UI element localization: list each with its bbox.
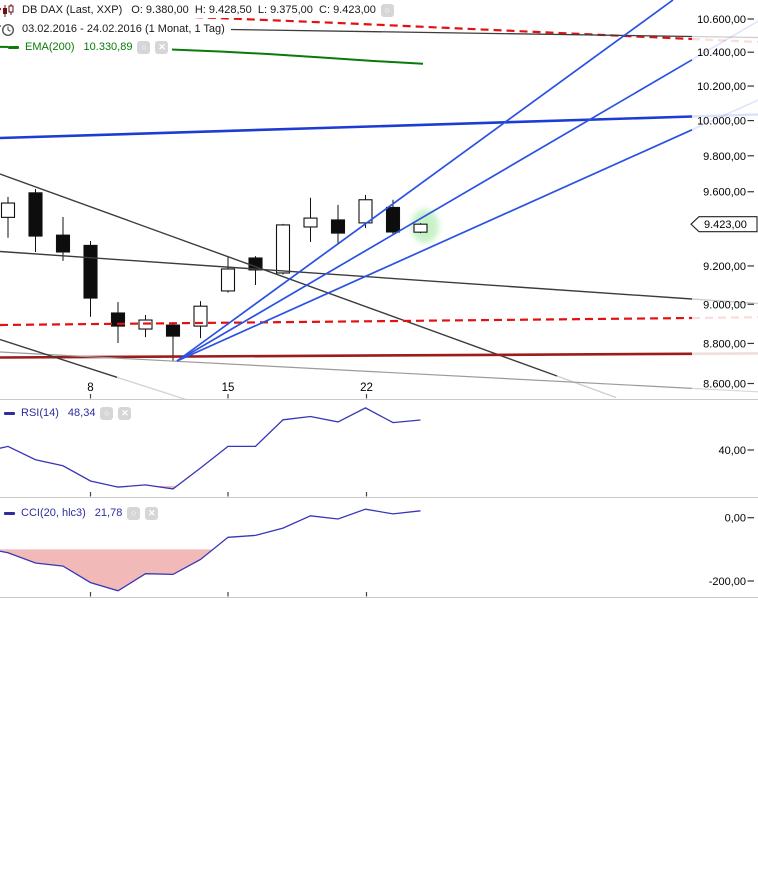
fan-ray-steep[interactable] bbox=[176, 0, 674, 362]
fan-ray-middle-ext bbox=[691, 20, 758, 61]
candle-11.02 bbox=[165, 322, 181, 361]
candle-05.02 bbox=[55, 216, 71, 261]
rsi-axis-label: 40,00 bbox=[718, 445, 746, 457]
instrument-name: DB DAX (Last, XXP) bbox=[22, 4, 123, 16]
last-price-tag: 9.423,00 bbox=[690, 216, 758, 233]
candle-19.02 bbox=[330, 204, 346, 245]
resistance-blue-horizontal-ext bbox=[691, 113, 758, 118]
support-maroon-horizontal[interactable] bbox=[0, 352, 693, 359]
ema-remove-icon[interactable]: ✕ bbox=[155, 41, 169, 54]
ema-settings-icon[interactable]: ○ bbox=[137, 41, 151, 54]
resistance-blue-horizontal[interactable] bbox=[0, 115, 693, 140]
support-dashed-red-lower[interactable] bbox=[0, 316, 693, 327]
candle-17.02 bbox=[275, 223, 291, 275]
price-axis-label: 10.600,00 bbox=[697, 14, 746, 26]
legend-instrument-row[interactable]: DB DAX (Last, XXP) O: 9.380,00 H: 9.428,… bbox=[1, 3, 400, 18]
candle-03.02 bbox=[0, 196, 16, 238]
candle-18.02 bbox=[303, 197, 318, 243]
trendline-short-left[interactable] bbox=[0, 338, 118, 378]
trendline-short-left-ext bbox=[116, 376, 187, 401]
rsi-value: 48,34 bbox=[67, 407, 96, 419]
clock-icon bbox=[1, 23, 15, 36]
downtrend-line-shallow-ext bbox=[691, 298, 758, 305]
price-axis-label: 9.800,00 bbox=[703, 151, 746, 163]
candlestick-series-icon bbox=[3, 3, 14, 17]
cci-line bbox=[0, 508, 421, 592]
price-axis-label: 10.200,00 bbox=[697, 81, 746, 93]
trendline-gray-lower[interactable] bbox=[0, 351, 693, 389]
downtrend-line-steep-ext bbox=[556, 375, 617, 399]
legend-cci-row[interactable]: CCI(20, hlc3) 21,78 ○ ✕ bbox=[4, 506, 163, 521]
legend-timeframe-row[interactable]: 03.02.2016 - 24.02.2016 (1 Monat, 1 Tag) bbox=[1, 22, 231, 37]
price-axis-label: 10.400,00 bbox=[697, 47, 746, 59]
cci-remove-icon[interactable]: ✕ bbox=[145, 507, 159, 520]
candle-24.02 bbox=[413, 223, 428, 234]
support-dashed-red-lower-ext bbox=[691, 316, 758, 320]
candle-23.02 bbox=[385, 199, 401, 236]
cci-axis-label: 0,00 bbox=[725, 513, 746, 525]
ema-label: EMA(200) bbox=[25, 41, 75, 53]
instrument-ohlc-values: O: 9.380,00 H: 9.428,50 L: 9.375,00 C: 9… bbox=[131, 4, 376, 16]
candle-10.02 bbox=[138, 314, 153, 338]
candle-16.02 bbox=[248, 256, 263, 285]
rsi-label: RSI(14) bbox=[21, 407, 59, 419]
price-axis-label: 9.600,00 bbox=[703, 187, 746, 199]
x-axis-label-8: 8 bbox=[87, 382, 93, 394]
cci-oversold-fill bbox=[0, 549, 214, 591]
cci-settings-icon[interactable]: ○ bbox=[127, 507, 141, 520]
ema-value: 10.330,89 bbox=[83, 41, 133, 53]
ema-swatch-icon bbox=[8, 46, 19, 49]
price-axis-label: 8.800,00 bbox=[703, 338, 746, 350]
rsi-remove-icon[interactable]: ✕ bbox=[118, 407, 132, 420]
resistance-dashed-red-upper-ext bbox=[691, 37, 758, 44]
legend-rsi-row[interactable]: RSI(14) 48,34 ○ ✕ bbox=[4, 406, 136, 421]
x-axis-label-22: 22 bbox=[360, 382, 373, 394]
legend-ema-row[interactable]: EMA(200) 10.330,89 ○ ✕ bbox=[8, 40, 173, 55]
cci-value: 21,78 bbox=[94, 507, 123, 519]
downtrend-line-steep[interactable] bbox=[0, 173, 558, 377]
trendline-top-black-ext bbox=[691, 35, 758, 39]
legend-settings-icon[interactable]: ○ bbox=[380, 4, 394, 17]
price-axis-label: 8.600,00 bbox=[703, 379, 746, 391]
fan-ray-flat-ext bbox=[691, 99, 758, 131]
cci-axis-label: -200,00 bbox=[709, 576, 746, 588]
candle-12.02 bbox=[193, 301, 208, 339]
fan-ray-flat[interactable] bbox=[176, 129, 693, 362]
candle-04.02 bbox=[28, 189, 43, 252]
candle-08.02 bbox=[83, 241, 98, 317]
candle-15.02 bbox=[220, 256, 236, 293]
last-price-tag-value: 9.423,00 bbox=[704, 219, 747, 231]
resistance-dashed-red-upper[interactable] bbox=[0, 7, 693, 41]
date-range-label: 03.02.2016 - 24.02.2016 (1 Monat, 1 Tag) bbox=[22, 23, 225, 35]
rsi-settings-icon[interactable]: ○ bbox=[100, 407, 114, 420]
price-axis-label: 10.000,00 bbox=[697, 116, 746, 128]
cci-label: CCI(20, hlc3) bbox=[21, 507, 86, 519]
downtrend-line-shallow[interactable] bbox=[0, 250, 693, 300]
candle-09.02 bbox=[110, 302, 126, 344]
rsi-line bbox=[0, 407, 421, 490]
trendline-gray-lower-ext bbox=[691, 387, 758, 393]
fan-ray-middle[interactable] bbox=[176, 59, 693, 362]
cci-swatch-icon bbox=[4, 512, 15, 515]
price-axis-label: 9.200,00 bbox=[703, 261, 746, 273]
rsi-swatch-icon bbox=[4, 412, 15, 415]
price-axis-label: 9.000,00 bbox=[703, 299, 746, 311]
x-axis-label-15: 15 bbox=[222, 382, 235, 394]
